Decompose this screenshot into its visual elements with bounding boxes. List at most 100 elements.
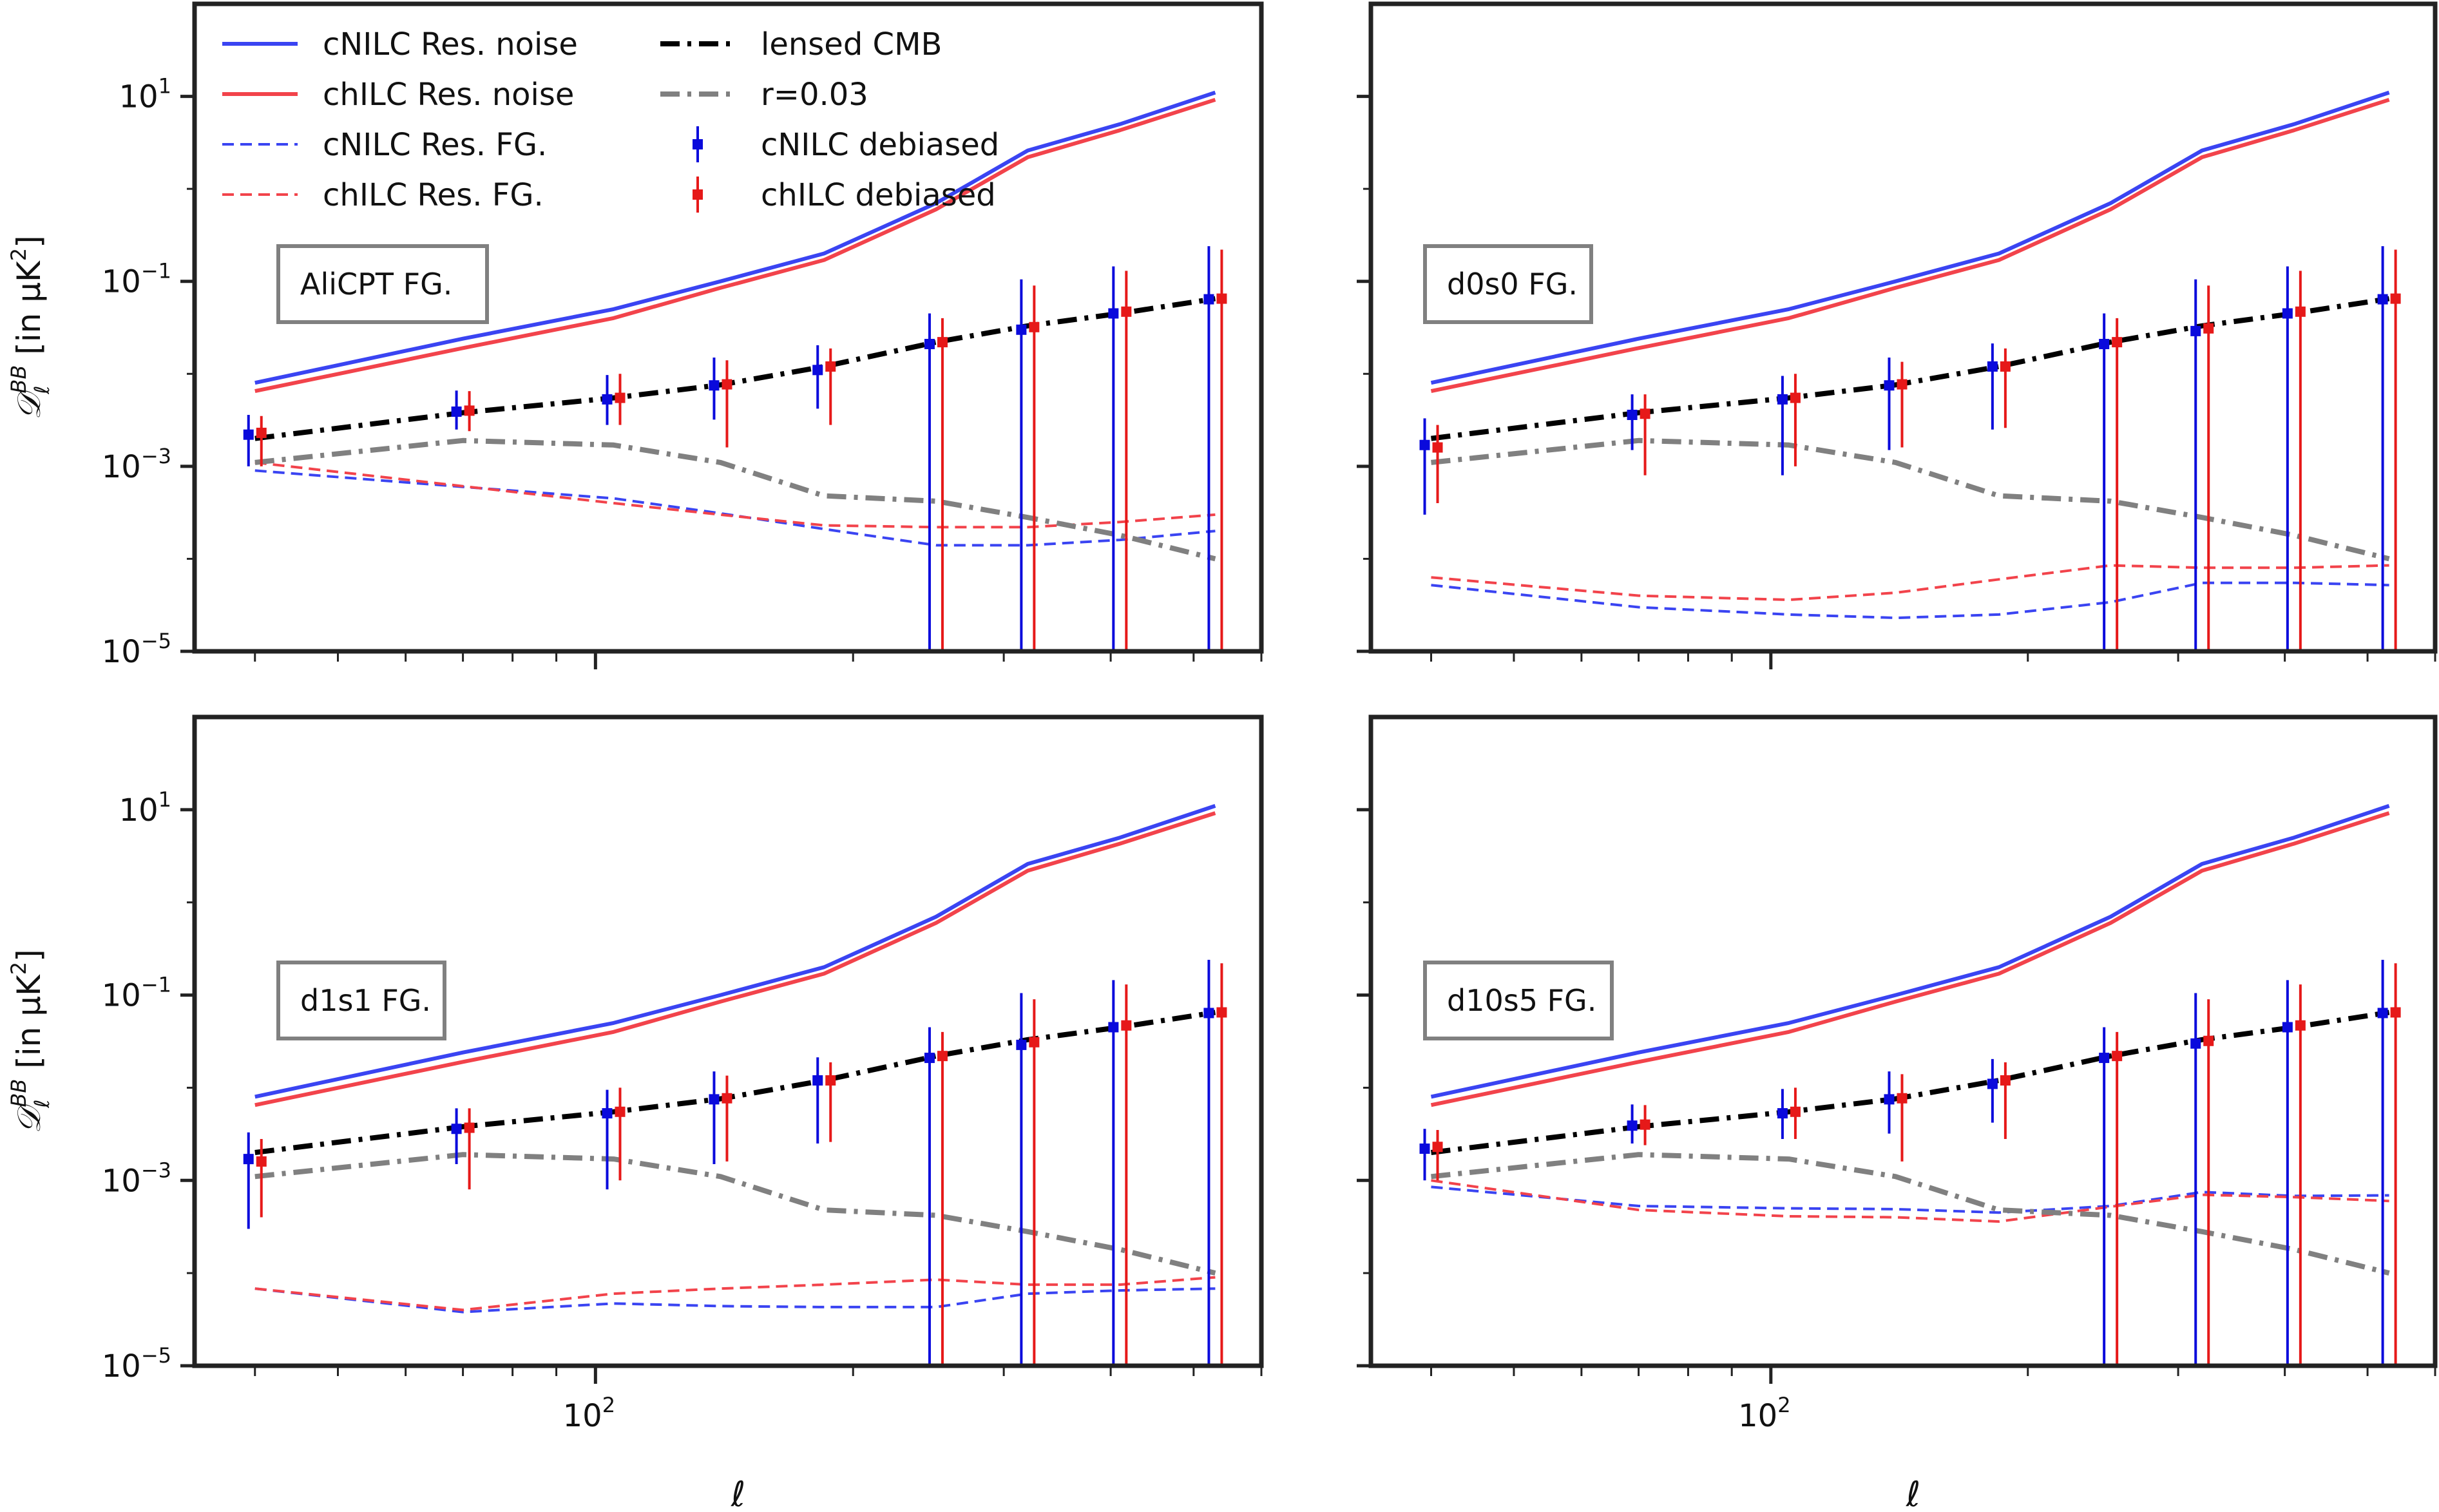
legend-label: chILC debiased (761, 177, 996, 213)
ytick-label: 10−1 (102, 973, 171, 1014)
series-cnilc-res-noise (254, 90, 1216, 385)
ylabel-sub: ℓ (30, 386, 54, 395)
legend-item-chilc-res-fg: chILC Res. FG. (222, 177, 544, 213)
panel-frame (1368, 1, 2438, 654)
point-chilc-debiased (825, 1075, 836, 1086)
point-chilc-debiased (256, 1156, 267, 1167)
point-cnilc-debiased (1108, 1022, 1119, 1033)
legend-marker (693, 189, 703, 200)
ylabel-unit: [in μK (10, 260, 48, 365)
series-chilc-res-noise (1430, 97, 2390, 394)
panel-label: d10s5 FG. (1447, 983, 1596, 1018)
point-cnilc-debiased (2190, 325, 2201, 336)
point-chilc-debiased (2000, 1075, 2011, 1086)
ytick-exp: −5 (141, 629, 171, 653)
point-cnilc-debiased (1108, 308, 1119, 319)
point-cnilc-debiased (451, 1124, 462, 1134)
ylabel-unit: [in μK (10, 974, 48, 1079)
ytick-base: 10 (102, 634, 141, 670)
point-cnilc-debiased (602, 394, 613, 405)
point-cnilc-debiased (812, 365, 823, 376)
point-chilc-debiased (937, 337, 948, 348)
series-r-0-03 (254, 437, 1216, 562)
series-chilc-res-noise (254, 811, 1216, 1107)
y-axis-label: 𝒟ℓBB [in μK2] (6, 235, 54, 419)
series-lensed-cmb (254, 1010, 1216, 1155)
xtick-label: 102 (563, 1393, 615, 1434)
series-cnilc-res-fg (1431, 1185, 2389, 1214)
point-chilc-debiased (2203, 323, 2214, 334)
series-chilc-res-noise (1430, 811, 2390, 1107)
ytick-exp: 1 (158, 74, 171, 99)
series-cnilc-res-noise (254, 804, 1216, 1099)
point-cnilc-debiased (812, 1075, 823, 1086)
point-cnilc-debiased (1627, 409, 1638, 420)
ytick-label: 10−3 (102, 1158, 171, 1199)
series-cnilc-res-noise (1430, 90, 2390, 385)
point-chilc-debiased (1432, 442, 1443, 453)
legend-label: cNILC debiased (761, 127, 999, 163)
ytick-label: 10−1 (102, 259, 171, 300)
series-lensed-cmb (1431, 1010, 2390, 1155)
point-chilc-debiased (2203, 1035, 2214, 1046)
point-cnilc-debiased (1987, 1078, 1998, 1089)
point-cnilc-debiased (2377, 294, 2388, 305)
point-cnilc-debiased (2282, 308, 2293, 319)
ytick-exp: −1 (141, 973, 171, 997)
point-cnilc-debiased (2099, 1053, 2110, 1064)
series-chilc-res-fg (254, 1276, 1216, 1312)
point-chilc-debiased (1121, 1020, 1132, 1031)
point-chilc-debiased (615, 392, 626, 403)
panel-label-box (1423, 961, 1614, 1040)
legend-item-cnilc-res-noise: cNILC Res. noise (222, 26, 578, 62)
point-chilc-debiased (2112, 1051, 2123, 1062)
point-chilc-debiased (1640, 1119, 1650, 1130)
point-cnilc-debiased (1777, 394, 1788, 405)
point-cnilc-debiased (1203, 294, 1214, 305)
ylabel-sup: BB (6, 365, 31, 394)
point-chilc-debiased (1790, 1106, 1801, 1117)
ytick-base: 10 (102, 978, 141, 1014)
legend-label: chILC Res. FG. (323, 177, 544, 213)
series-r-0-03 (1431, 1152, 2390, 1276)
ylabel-unit-exp: 2 (6, 248, 31, 261)
point-chilc-debiased (1216, 293, 1227, 304)
xtick-label: 102 (1738, 1393, 1790, 1434)
point-chilc-debiased (2295, 306, 2306, 317)
plot-area (1419, 804, 2401, 1366)
ylabel-unit-exp: 2 (6, 962, 31, 975)
series-chilc-res-fg (1431, 1179, 2389, 1223)
legend: cNILC Res. noise chILC Res. noise cNILC Re… (222, 26, 999, 213)
panel-label: AliCPT FG. (300, 267, 452, 301)
point-cnilc-debiased (2282, 1022, 2293, 1033)
point-chilc-debiased (1121, 306, 1132, 317)
ytick-label: 101 (119, 787, 171, 828)
panel-label-box (276, 961, 446, 1040)
point-chilc-debiased (1640, 408, 1650, 419)
panel-2: d0s0 FG. (1357, 1, 2438, 669)
point-cnilc-debiased (2190, 1038, 2201, 1049)
point-chilc-debiased (1897, 1093, 1908, 1104)
ytick-label: 101 (119, 74, 171, 115)
series-r-0-03 (1431, 437, 2390, 562)
point-cnilc-debiased (1987, 361, 1998, 372)
point-cnilc-debiased (602, 1108, 613, 1119)
legend-item-chilc-res-noise: chILC Res. noise (222, 77, 574, 113)
point-cnilc-debiased (1016, 324, 1027, 335)
xtick-exp: 2 (602, 1393, 615, 1417)
legend-item-chilc-debiased: chILC debiased (693, 177, 996, 213)
point-chilc-debiased (615, 1106, 626, 1117)
series-cnilc-res-noise (1430, 804, 2390, 1099)
point-cnilc-debiased (1627, 1120, 1638, 1131)
point-cnilc-debiased (924, 1053, 935, 1064)
panel-4: 102 ℓ d10s5 FG. (1357, 714, 2438, 1512)
point-chilc-debiased (1029, 321, 1040, 332)
panel-label: d1s1 FG. (300, 983, 431, 1018)
point-chilc-debiased (937, 1051, 948, 1062)
legend-label: lensed CMB (761, 26, 942, 62)
panel-frame (192, 714, 1264, 1368)
legend-item-lensed-cmb: lensed CMB (660, 26, 942, 62)
point-cnilc-debiased (1884, 1094, 1895, 1105)
